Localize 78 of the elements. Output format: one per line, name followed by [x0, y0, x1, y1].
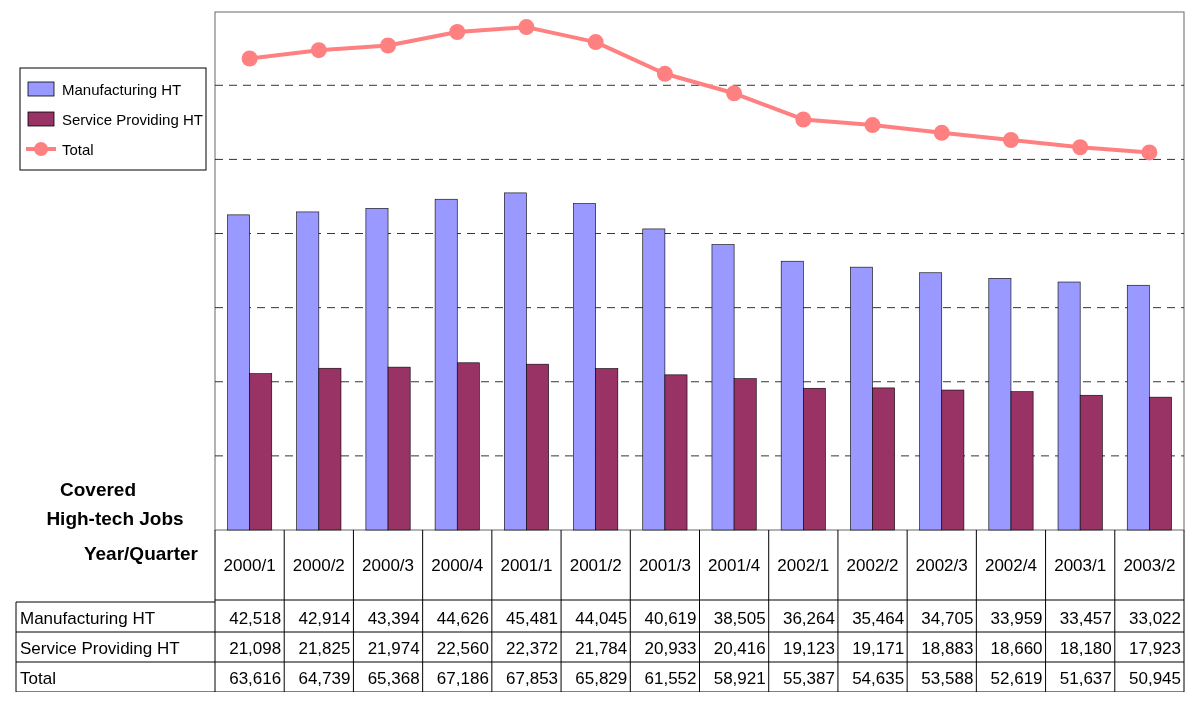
- data-label: 65,829: [575, 669, 628, 688]
- x-tick-label: 2002/2: [846, 556, 899, 575]
- point: [518, 19, 535, 36]
- x-tick-label: 2001/3: [638, 556, 691, 575]
- data-label: 17,923: [1129, 639, 1181, 658]
- data-label: 22,372: [506, 639, 559, 658]
- data-label: 42,914: [298, 609, 351, 628]
- point: [380, 37, 397, 54]
- x-tick-label: 2001/1: [500, 556, 553, 575]
- point: [1072, 139, 1089, 156]
- x-tick-label: 2000/1: [223, 556, 276, 575]
- x-tick-label: 2000/4: [431, 556, 484, 575]
- x-tick-label: 2003/1: [1054, 556, 1107, 575]
- legend-label: Service Providing HT: [62, 111, 203, 128]
- data-label: 33,959: [990, 609, 1043, 628]
- point: [241, 50, 258, 67]
- data-label: 38,505: [713, 609, 766, 628]
- point: [1002, 132, 1019, 148]
- text: Total: [20, 669, 56, 688]
- data-label: 45,481: [506, 609, 559, 628]
- data-label: 19,123: [782, 639, 835, 658]
- x-tick-label: 2001/4: [708, 556, 761, 575]
- data-label: 67,853: [506, 669, 559, 688]
- x-tick-label: 2000/3: [362, 556, 415, 575]
- data-label: 21,974: [367, 639, 420, 658]
- x-axis-title: Year/Quarter: [83, 543, 199, 564]
- data-label: 65,368: [367, 669, 420, 688]
- data-label: 43,394: [367, 609, 420, 628]
- point: [864, 117, 881, 134]
- x-tick-label: 2000/2: [292, 556, 345, 575]
- point: [656, 65, 673, 82]
- data-label: 22,560: [436, 639, 489, 658]
- data-label: 61,552: [644, 669, 697, 688]
- data-label: 58,921: [713, 669, 766, 688]
- data-label: 21,784: [575, 639, 628, 658]
- legend-label: Manufacturing HT: [62, 81, 182, 98]
- data-label: 33,022: [1129, 609, 1181, 628]
- data-label: 53,588: [921, 669, 974, 688]
- point: [310, 42, 327, 59]
- data-label: 54,635: [852, 669, 905, 688]
- data-label: 18,883: [921, 639, 974, 658]
- data-label: 63,616: [229, 669, 282, 688]
- text: Manufacturing HT: [20, 609, 156, 628]
- x-tick-label: 2001/2: [569, 556, 622, 575]
- data-label: 20,416: [713, 639, 766, 658]
- data-label: 21,098: [229, 639, 282, 658]
- x-tick-label: 2002/3: [915, 556, 968, 575]
- x-tick-label: 2003/2: [1123, 556, 1176, 575]
- data-label: 44,626: [436, 609, 489, 628]
- data-label: 35,464: [852, 609, 905, 628]
- data-label: 52,619: [990, 669, 1043, 688]
- x-tick-label: 2002/4: [984, 556, 1037, 575]
- y-axis-title: Covered High-tech Jobs: [46, 479, 184, 529]
- data-label: 20,933: [644, 639, 697, 658]
- point: [587, 34, 604, 51]
- data-label: 64,739: [298, 669, 351, 688]
- data-label: 36,264: [782, 609, 835, 628]
- data-label: 44,045: [575, 609, 628, 628]
- data-label: 42,518: [229, 609, 282, 628]
- point: [449, 24, 466, 41]
- data-label: 18,180: [1059, 639, 1112, 658]
- x-tick-label: 2002/1: [777, 556, 830, 575]
- data-label: 51,637: [1059, 669, 1112, 688]
- point: [1141, 144, 1158, 161]
- data-label: 21,825: [298, 639, 351, 658]
- point: [726, 85, 743, 102]
- legend-label: Total: [62, 141, 94, 158]
- data-label: 50,945: [1129, 669, 1181, 688]
- data-label: 55,387: [782, 669, 835, 688]
- data-label: 18,660: [990, 639, 1043, 658]
- data-label: 33,457: [1059, 609, 1112, 628]
- data-label: 40,619: [644, 609, 697, 628]
- point: [795, 111, 812, 128]
- data-label: 34,705: [921, 609, 974, 628]
- data-label: 67,186: [436, 669, 489, 688]
- text: Service Providing HT: [20, 639, 180, 658]
- point: [933, 124, 950, 141]
- data-label: 19,171: [852, 639, 905, 658]
